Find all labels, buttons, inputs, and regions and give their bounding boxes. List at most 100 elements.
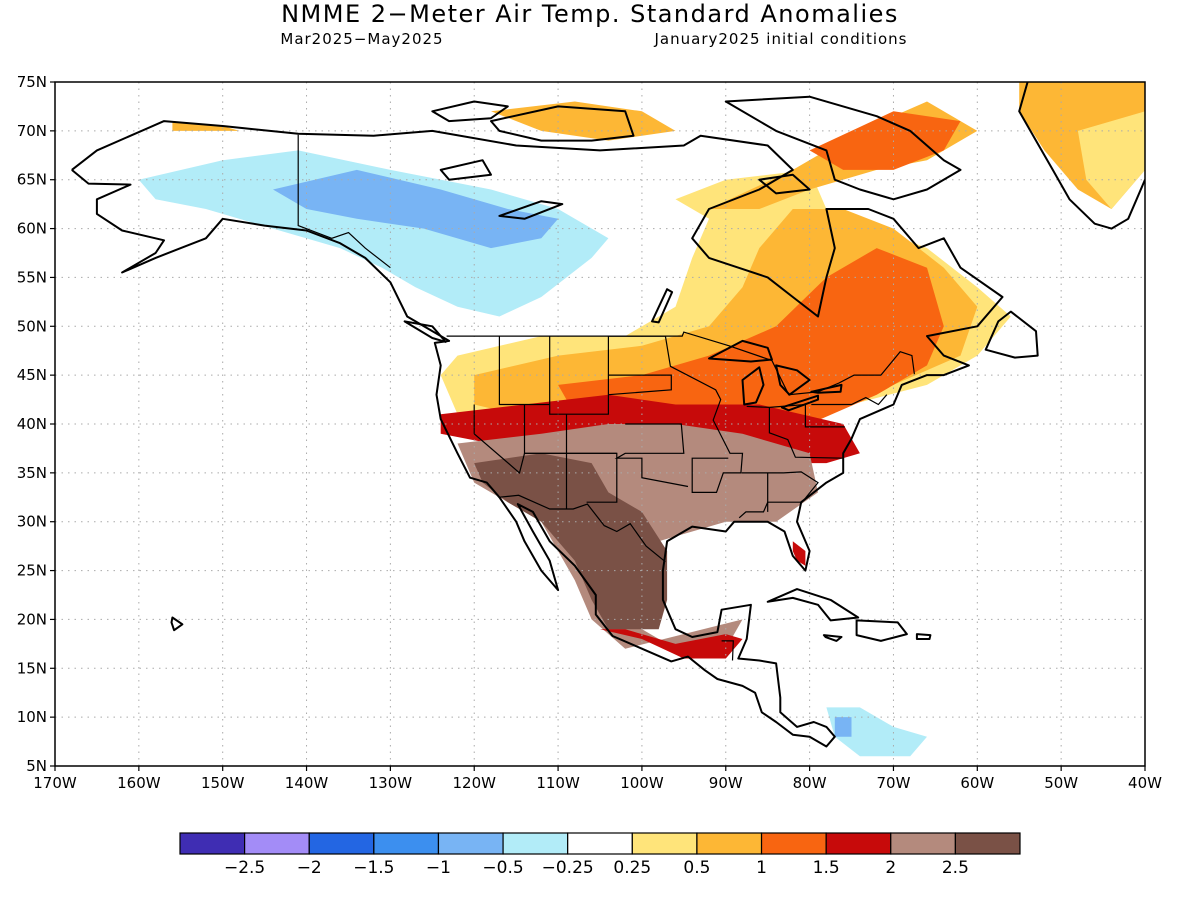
lon-tick-label: 90W	[709, 774, 743, 792]
colorbar-swatch	[760, 832, 827, 855]
us-state-lines-2	[498, 336, 550, 406]
lat-tick-label: 40N	[17, 415, 47, 433]
lon-tick-label: 160W	[117, 774, 161, 792]
colorbar-swatch	[373, 832, 440, 855]
great-bear-lake-coastline	[439, 159, 492, 181]
us-state-lines-6	[608, 374, 672, 396]
colorbar-swatch	[437, 832, 504, 855]
coastline-layer	[71, 82, 1145, 748]
colorbar-label: −2	[297, 858, 322, 878]
colorbar-swatch	[179, 832, 246, 855]
north-america-mainland-coastline	[71, 120, 1004, 748]
lat-tick-label: 65N	[17, 171, 47, 189]
longitude-axis: 170W 160W 150W 140W 130W 120W 110W 100W 90W 80W 70…	[33, 766, 1162, 792]
lat-tick-label: 20N	[17, 610, 47, 628]
lat-tick-label: 10N	[17, 708, 47, 726]
lake-superior-coastline	[708, 339, 773, 363]
lon-tick-label: 50W	[1044, 774, 1078, 792]
lake-erie-coastline	[780, 394, 819, 412]
map-subtitle-period: Mar2025−May2025	[280, 30, 443, 48]
colorbar-label: −2.5	[224, 858, 265, 878]
colorbar-label: 1.5	[813, 858, 840, 878]
lon-tick-label: 70W	[877, 774, 911, 792]
lat-tick-label: 35N	[17, 464, 47, 482]
lon-tick-label: 150W	[201, 774, 245, 792]
colorbar-legend: −2.5 −2 −1.5 −1 −0.5 −0.25 0.25 0.5 1 1.5 2 2.5	[179, 832, 1021, 878]
anomaly-region-12	[792, 541, 806, 566]
lat-tick-label: 50N	[17, 317, 47, 335]
us-state-lines-11	[738, 471, 819, 519]
colorbar-swatch	[696, 832, 763, 855]
lon-tick-label: 40W	[1128, 774, 1162, 792]
anomaly-region-14	[1077, 111, 1145, 209]
lake-huron-coastline	[775, 364, 811, 396]
lat-tick-label: 60N	[17, 220, 47, 238]
lat-tick-label: 45N	[17, 366, 47, 384]
us-canada-border	[446, 331, 915, 396]
colorbar-swatch	[308, 832, 375, 855]
banks-island-coastline	[431, 100, 509, 123]
anomaly-region-11	[600, 629, 743, 659]
colorbar-swatch	[244, 832, 310, 855]
greenland-coastline	[1018, 82, 1145, 230]
southampton-island-coastline	[758, 173, 811, 195]
lon-tick-label: 60W	[960, 774, 994, 792]
us-state-lines-9	[746, 403, 845, 428]
anomaly-region-16	[826, 707, 927, 757]
alaska-canada-border	[297, 134, 391, 269]
anomaly-region-0	[138, 150, 609, 317]
baffin-island-coastline	[724, 95, 962, 201]
lat-tick-label: 75N	[17, 73, 47, 91]
us-state-lines-7	[614, 423, 689, 488]
jamaica-coastline	[822, 634, 843, 642]
cuba-coastline	[766, 588, 860, 622]
lon-tick-label: 170W	[33, 774, 77, 792]
lon-tick-label: 120W	[452, 774, 496, 792]
us-mexico-border	[498, 494, 666, 563]
puerto-rico-coastline	[915, 633, 932, 640]
lat-tick-label: 5N	[26, 757, 47, 775]
anomaly-region-6	[809, 111, 961, 170]
us-state-lines-13	[811, 394, 888, 406]
lon-tick-label: 100W	[620, 774, 664, 792]
map-plot-area	[55, 82, 1145, 766]
political-border-layer	[297, 134, 915, 661]
colorbar-swatch	[954, 832, 1021, 855]
us-state-lines-10	[768, 407, 845, 459]
colorbar-swatch	[502, 832, 569, 855]
hawaii-coastline	[170, 616, 184, 632]
colorbar-label: −0.5	[482, 858, 523, 878]
colorbar-label: −1	[426, 858, 451, 878]
us-state-lines-5	[523, 404, 617, 454]
colorbar-swatch	[567, 832, 633, 855]
colorbar-label: 2	[885, 858, 896, 878]
map-title: NMME 2−Meter Air Temp. Standard Anomalie…	[281, 0, 899, 28]
colorbar-label: −0.25	[542, 858, 594, 878]
lat-tick-label: 15N	[17, 659, 47, 677]
colorbar-swatch	[825, 832, 892, 855]
lon-tick-label: 110W	[536, 774, 580, 792]
lon-tick-label: 130W	[369, 774, 413, 792]
lat-tick-label: 55N	[17, 268, 47, 286]
lake-winnipeg-coastline	[651, 288, 674, 324]
anomaly-region-1	[273, 169, 559, 249]
anomaly-region-4	[558, 248, 944, 434]
colorbar-swatch	[890, 832, 956, 855]
lat-tick-label: 30N	[17, 513, 47, 531]
us-state-lines-8	[608, 335, 744, 493]
colorbar-label: 2.5	[942, 858, 969, 878]
colorbar-swatch	[631, 832, 698, 855]
colorbar-label: 0.5	[683, 858, 710, 878]
victoria-island-coastline	[490, 105, 635, 142]
colorbar-label: 1	[756, 858, 767, 878]
great-slave-lake-coastline	[498, 200, 564, 220]
mexico-states	[721, 640, 734, 661]
lon-tick-label: 80W	[793, 774, 827, 792]
vancouver-island-coastline	[403, 320, 447, 343]
lon-tick-label: 140W	[285, 774, 329, 792]
lake-michigan-coastline	[741, 366, 765, 406]
colorbar-label: 0.25	[613, 858, 651, 878]
latitude-axis: 75N 70N 65N 60N 55N 50N 45N 40N 35N 30N 25N 20N 15N 1…	[17, 73, 55, 775]
map-subtitle-initial-conditions: January2025 initial conditions	[654, 30, 908, 48]
